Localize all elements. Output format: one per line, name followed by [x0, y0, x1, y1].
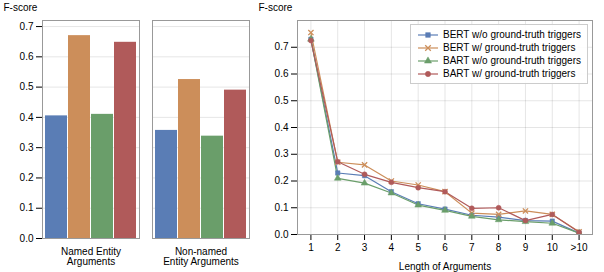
svg-text:>10: >10: [571, 242, 588, 253]
svg-text:0.6: 0.6: [20, 51, 34, 62]
svg-text:10: 10: [547, 242, 559, 253]
html-text:BERT w/ ground-truth triggers: BERT w/ ground-truth triggers: [443, 42, 576, 53]
svg-text:0.3: 0.3: [275, 148, 289, 159]
svg-text:0.3: 0.3: [20, 142, 34, 153]
svg-text:1: 1: [308, 242, 314, 253]
svg-text:0.1: 0.1: [275, 202, 289, 213]
svg-text:0.4: 0.4: [20, 112, 34, 123]
svg-text:0.5: 0.5: [275, 95, 289, 106]
svg-text:6: 6: [442, 242, 448, 253]
svg-text:0.2: 0.2: [275, 175, 289, 186]
svg-text:F-score: F-score: [4, 2, 38, 13]
svg-text:0.1: 0.1: [20, 202, 34, 213]
svg-text:9: 9: [523, 242, 529, 253]
svg-text:4: 4: [389, 242, 395, 253]
svg-text:0.7: 0.7: [20, 21, 34, 32]
html-text:BERT w/o ground-truth triggers: BERT w/o ground-truth triggers: [443, 29, 581, 40]
svg-text:2: 2: [335, 242, 341, 253]
svg-text:Length of Arguments: Length of Arguments: [399, 261, 491, 272]
svg-text:0.5: 0.5: [20, 81, 34, 92]
svg-text:3: 3: [362, 242, 368, 253]
html-text:BART w/o ground-truth triggers: BART w/o ground-truth triggers: [443, 55, 581, 66]
svg-text:0.0: 0.0: [275, 229, 289, 240]
html-text:BART w/ ground-truth triggers: BART w/ ground-truth triggers: [443, 68, 576, 79]
svg-text:0.0: 0.0: [20, 233, 34, 244]
svg-text:0.2: 0.2: [20, 172, 34, 183]
svg-text:0.4: 0.4: [275, 122, 289, 133]
svg-text:5: 5: [415, 242, 421, 253]
svg-text:0.7: 0.7: [275, 41, 289, 52]
svg-text:8: 8: [496, 242, 502, 253]
svg-text:7: 7: [469, 242, 475, 253]
svg-text:Non-namedEntity Arguments: Non-namedEntity Arguments: [163, 246, 239, 267]
svg-text:Named EntityArguments: Named EntityArguments: [61, 246, 121, 267]
svg-text:0.6: 0.6: [275, 68, 289, 79]
svg-text:F-score: F-score: [259, 2, 293, 13]
